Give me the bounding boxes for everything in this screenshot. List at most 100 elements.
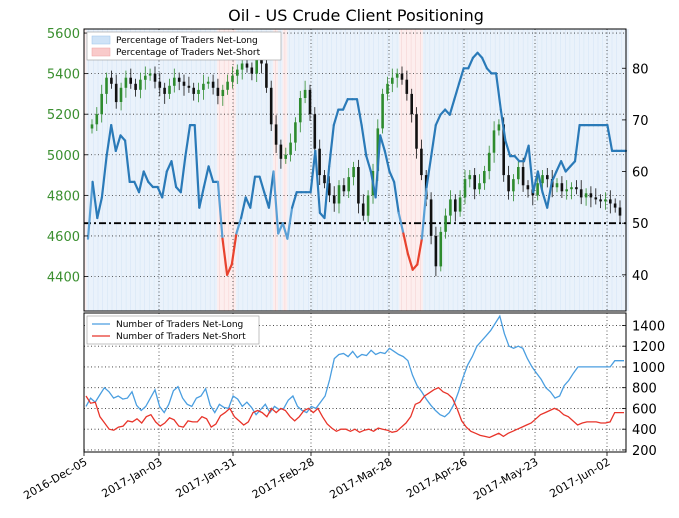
pct-line-segment [161, 170, 168, 199]
bottom-legend: Number of Traders Net-Long Number of Tra… [86, 315, 260, 345]
candle-body [584, 193, 588, 198]
x-tick-label: 2017-Feb-28 [250, 455, 317, 501]
candle-body [216, 87, 220, 96]
pct-line-segment [559, 160, 567, 173]
pct-line-segment [388, 170, 396, 183]
pct-line-segment [374, 134, 382, 199]
candle-body [429, 199, 433, 236]
left-tick-label: 4400 [47, 271, 80, 286]
bottom-panel: 200 400 600 800 1000 1200 1400 Number of Trade… [83, 312, 665, 459]
candle-body [381, 93, 384, 129]
candle-body [274, 124, 278, 145]
x-tick-label: 2017-Apr-26 [404, 455, 469, 500]
right-axis-ticks: 40 50 60 70 80 [622, 62, 649, 284]
left-tick-label: 4800 [47, 189, 80, 204]
candle-body [361, 203, 365, 216]
pct-line-segment [202, 165, 210, 189]
candle-body [507, 175, 510, 192]
candle-body [337, 185, 341, 204]
pct-line-segment [184, 123, 192, 158]
right-tick-label: 70 [632, 114, 649, 129]
pct-line-segment [193, 123, 201, 209]
pct-line-segment [314, 149, 321, 214]
candle-body [95, 114, 99, 125]
bottom-right-tick-label: 600 [632, 402, 657, 417]
pct-line-segment [114, 134, 122, 152]
candle-body [299, 98, 302, 123]
candle-body [604, 199, 607, 202]
candle-body [177, 77, 181, 82]
candle-body [546, 175, 549, 180]
candle-body [347, 177, 350, 192]
price-candles [90, 50, 622, 277]
right-tick-label: 60 [632, 166, 649, 181]
candle-body [206, 81, 210, 84]
pct-line-segment [573, 123, 581, 163]
candle-body [376, 128, 380, 171]
candle-body [182, 81, 186, 86]
candle-body [410, 93, 413, 115]
pct-line-segment [137, 170, 145, 194]
candle-body [114, 83, 118, 103]
pct-line-segment [86, 180, 94, 240]
top-legend-box [86, 31, 282, 61]
candle-body [168, 85, 171, 94]
candle-body [478, 183, 481, 190]
candle-body [294, 122, 297, 143]
candle-body [245, 63, 249, 68]
candle-body [279, 144, 283, 159]
pct-line-segment [91, 180, 99, 220]
pct-line-segment [536, 170, 544, 194]
candle-body [236, 69, 239, 76]
candle-body [395, 73, 399, 78]
pct-line-segment [383, 149, 391, 173]
candle-body [502, 124, 505, 176]
pct-line-segment [342, 98, 349, 111]
candle-body [400, 73, 404, 80]
candle-body [265, 63, 268, 88]
legend-label-net-long-count: Number of Traders Net-Long [116, 320, 243, 330]
pct-line-segment [546, 180, 553, 209]
candle-body [579, 189, 583, 198]
pct-line-segment [291, 191, 298, 209]
candle-body [560, 183, 564, 192]
candle-body [386, 83, 389, 94]
pct-line-segment [119, 134, 127, 142]
bottom-legend-box [86, 315, 260, 345]
pct-line-segment [434, 113, 442, 127]
pct-line-segment [332, 108, 340, 127]
bottom-panel-series [85, 314, 624, 439]
pct-line-segment [513, 155, 521, 163]
candle-body [250, 67, 254, 74]
series-line [85, 386, 624, 439]
candle-body [221, 89, 225, 96]
legend-swatch-net-long-pct [91, 35, 111, 45]
top-panel-frame [83, 28, 627, 312]
candle-body [565, 189, 568, 192]
candle-body [352, 167, 355, 178]
candle-body [487, 152, 491, 172]
pct-line-segment [411, 263, 419, 271]
pct-line-segment [286, 206, 294, 240]
candle-body [105, 77, 108, 94]
candle-body [458, 197, 462, 212]
pct-line-segment [309, 149, 317, 194]
pct-line-segment [323, 165, 331, 220]
pct-line-segment [393, 180, 400, 214]
bottom-right-tick-label: 1400 [632, 319, 665, 334]
candle-body [420, 148, 423, 176]
left-axis-ticks: 4400 4600 4800 5000 5200 5400 5600 [47, 27, 88, 286]
pct-line-segment [476, 51, 484, 60]
pct-line-segment [471, 51, 479, 60]
candle-body [492, 130, 496, 153]
pct-line-segment [485, 67, 493, 75]
pct-line-segment [532, 170, 540, 194]
legend-swatch-net-short-pct [91, 47, 111, 57]
pct-line-segment [170, 160, 178, 189]
candle-body [90, 124, 94, 129]
pct-line-segment [147, 180, 154, 189]
bottom-panel-grid [83, 313, 626, 452]
pct-line-segment [133, 180, 141, 194]
pct-line-segment [207, 165, 215, 183]
candle-body [415, 114, 418, 149]
